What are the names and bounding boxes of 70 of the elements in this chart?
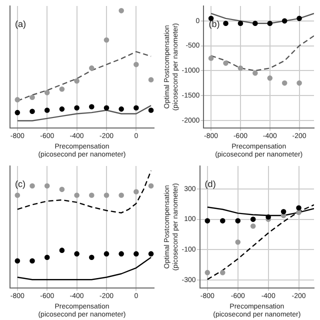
point: [220, 218, 226, 224]
point: [296, 16, 302, 22]
point: [134, 62, 139, 68]
point: [104, 251, 110, 256]
point: [238, 65, 244, 71]
point: [282, 80, 288, 86]
point: [118, 192, 124, 198]
point: [104, 37, 110, 43]
point: [267, 75, 273, 81]
point: [223, 60, 228, 66]
point: [118, 8, 124, 14]
point: [59, 248, 65, 253]
point: [44, 254, 50, 260]
point: [14, 110, 20, 116]
point: [44, 90, 50, 96]
point: [74, 105, 80, 111]
point: [44, 183, 50, 189]
point: [267, 20, 273, 26]
point: [44, 108, 50, 113]
point: [30, 258, 35, 264]
point: [252, 20, 258, 26]
point: [250, 216, 256, 222]
point: [74, 251, 80, 256]
point: [134, 105, 139, 111]
point: [208, 56, 214, 61]
point: [30, 94, 35, 100]
point: [89, 65, 94, 71]
point: [30, 183, 35, 189]
point: [282, 18, 288, 24]
point: [296, 80, 302, 86]
line-series: [206, 204, 314, 280]
annotation: (d): [204, 178, 216, 189]
point: [296, 205, 302, 211]
point: [59, 186, 65, 192]
annotation: (c): [15, 178, 26, 189]
point: [252, 70, 258, 76]
point: [148, 77, 154, 82]
point: [104, 192, 110, 198]
point: [266, 214, 271, 220]
point: [250, 223, 256, 229]
point: [74, 78, 80, 84]
point: [204, 270, 210, 276]
point: [30, 108, 35, 114]
point: [14, 258, 20, 264]
point: [118, 251, 124, 256]
point: [134, 189, 139, 194]
point: [59, 106, 65, 112]
point: [238, 20, 244, 26]
point: [204, 218, 210, 224]
point: [296, 210, 302, 216]
point: [280, 209, 286, 214]
point: [235, 218, 241, 224]
point: [118, 106, 124, 112]
point: [89, 254, 94, 260]
point: [148, 183, 154, 189]
point: [148, 108, 154, 113]
annotation: (b): [208, 18, 220, 29]
point: [89, 192, 94, 198]
point: [104, 105, 110, 111]
annotation: (a): [15, 18, 26, 29]
point: [148, 251, 154, 256]
point: [14, 192, 20, 198]
point: [59, 86, 65, 92]
point: [223, 20, 228, 26]
point: [134, 251, 139, 256]
point: [220, 270, 226, 276]
point: [235, 239, 241, 245]
point: [89, 104, 94, 110]
point: [14, 97, 20, 102]
point: [74, 192, 80, 198]
